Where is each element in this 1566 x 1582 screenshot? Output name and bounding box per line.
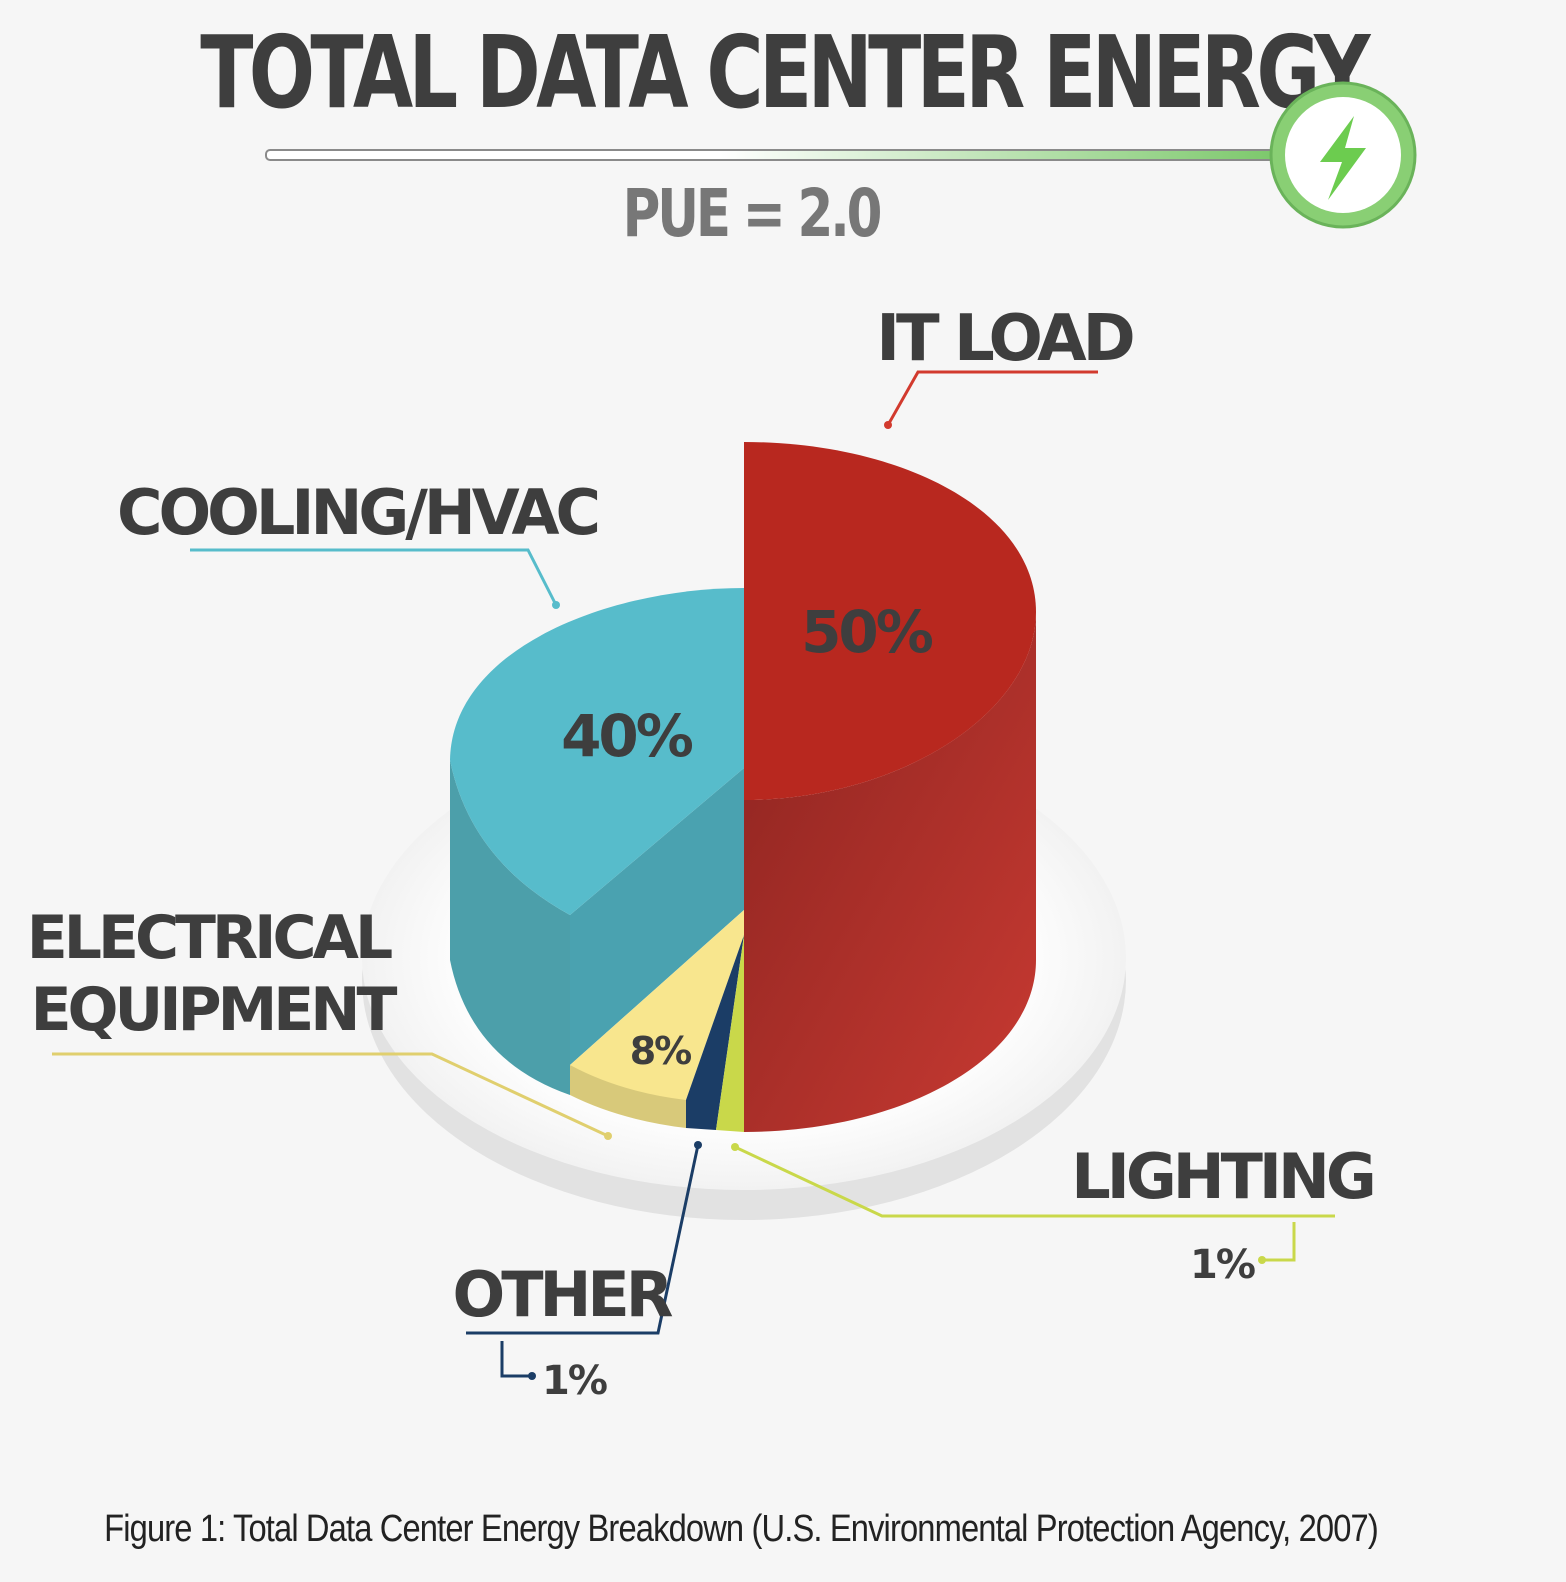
- slice-it: [744, 442, 1036, 800]
- category-labels: IT LOAD COOLING/HVAC ELECTRICAL EQUIPMEN…: [27, 302, 1377, 1331]
- category-label-lighting: LIGHTING: [1071, 1140, 1373, 1213]
- leader-other-value: [500, 1341, 532, 1378]
- value-label-it: 50%: [801, 598, 933, 666]
- value-label-other: 1%: [542, 1358, 607, 1404]
- value-label-cooling: 40%: [561, 702, 693, 770]
- value-labels: 50% 40% 8% 1% 1%: [542, 598, 1257, 1404]
- value-label-lighting: 1%: [1190, 1242, 1255, 1288]
- category-label-it: IT LOAD: [876, 302, 1132, 376]
- leader-lines: [52, 370, 1335, 1380]
- figure-caption: Figure 1: Total Data Center Energy Break…: [104, 1508, 1379, 1550]
- category-label-other: OTHER: [453, 1258, 673, 1331]
- slice-it-side: [744, 612, 1036, 1132]
- value-label-electrical: 8%: [630, 1029, 691, 1073]
- lightning-bolt-icon: [1269, 81, 1417, 229]
- category-label-cooling: COOLING/HVAC: [117, 476, 598, 549]
- slice-electrical-side: [570, 1065, 686, 1128]
- chart-subtitle: PUE = 2.0: [622, 175, 883, 252]
- slice-lighting: [716, 935, 744, 1132]
- leader-lighting: [734, 1145, 1335, 1218]
- slice-other: [686, 935, 744, 1130]
- slice-electrical: [570, 910, 744, 1100]
- slice-cooling-side-inner: [570, 768, 744, 1065]
- leader-electrical: [52, 1052, 609, 1138]
- leader-lighting-value: [1262, 1222, 1296, 1262]
- slice-cooling-side: [450, 760, 570, 1095]
- category-label-electrical-line2: EQUIPMENT: [31, 975, 398, 1045]
- leader-other: [466, 1144, 700, 1335]
- pie-3d: [450, 442, 1036, 1132]
- category-label-electrical-line1: ELECTRICAL: [27, 903, 392, 973]
- leader-cooling: [190, 548, 558, 606]
- chart-title: TOTAL DATA CENTER ENERGY: [200, 14, 1370, 131]
- header-divider: [265, 149, 1277, 161]
- leader-it: [886, 370, 1098, 426]
- slice-cooling: [450, 588, 744, 915]
